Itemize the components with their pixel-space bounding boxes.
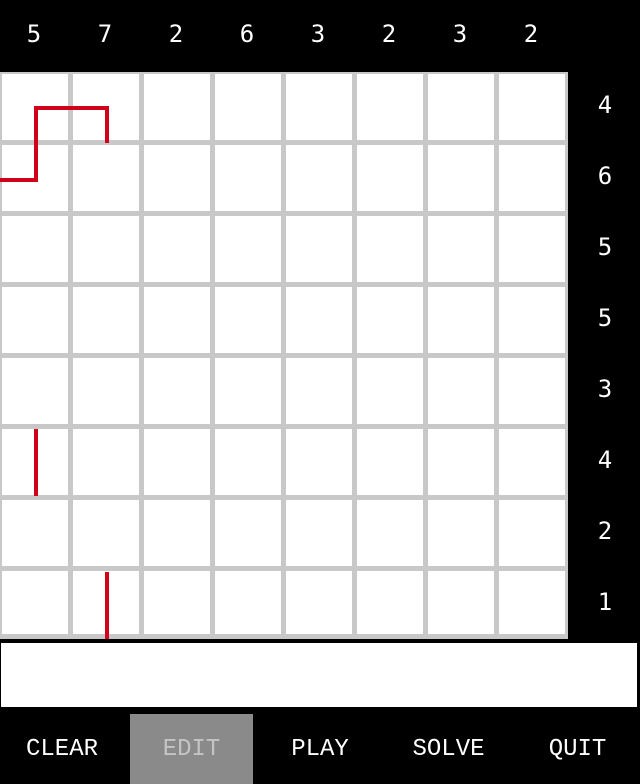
- grid-cell-r3-c2[interactable]: [73, 216, 139, 282]
- row-clue-8: 1: [572, 570, 638, 634]
- grid-cell-r8-c6[interactable]: [357, 571, 423, 634]
- grid-cell-r3-c7[interactable]: [428, 216, 494, 282]
- grid-cell-r1-c3[interactable]: [144, 74, 210, 140]
- corner-block: [568, 0, 640, 72]
- grid-cell-r7-c1[interactable]: [2, 500, 68, 566]
- grid-cell-r3-c5[interactable]: [286, 216, 352, 282]
- grid-cell-r5-c2[interactable]: [73, 358, 139, 424]
- puzzle-board: [0, 72, 568, 639]
- grid-cell-r4-c1[interactable]: [2, 287, 68, 353]
- grid-cell-r5-c3[interactable]: [144, 358, 210, 424]
- grid-cell-r6-c7[interactable]: [428, 429, 494, 495]
- grid-cell-r5-c4[interactable]: [215, 358, 281, 424]
- clear-button[interactable]: CLEAR: [0, 714, 124, 784]
- grid-cell-r8-c3[interactable]: [144, 571, 210, 634]
- grid-cell-r4-c8[interactable]: [499, 287, 565, 353]
- grid-cell-r5-c5[interactable]: [286, 358, 352, 424]
- grid-cell-r8-c7[interactable]: [428, 571, 494, 634]
- row-clue-6: 4: [572, 428, 638, 492]
- grid-cell-r1-c5[interactable]: [286, 74, 352, 140]
- grid-cell-r2-c4[interactable]: [215, 145, 281, 211]
- grid-cell-r2-c3[interactable]: [144, 145, 210, 211]
- grid-cell-r4-c7[interactable]: [428, 287, 494, 353]
- grid-cell-r7-c3[interactable]: [144, 500, 210, 566]
- grid-cell-r5-c8[interactable]: [499, 358, 565, 424]
- column-clue-8: 2: [497, 2, 565, 66]
- column-clue-6: 2: [355, 2, 423, 66]
- grid-cell-r7-c2[interactable]: [73, 500, 139, 566]
- grid-cell-r3-c4[interactable]: [215, 216, 281, 282]
- grid-cell-r7-c6[interactable]: [357, 500, 423, 566]
- grid-cell-r7-c4[interactable]: [215, 500, 281, 566]
- grid-cell-r7-c5[interactable]: [286, 500, 352, 566]
- row-clue-5: 3: [572, 357, 638, 421]
- row-clue-2: 6: [572, 144, 638, 208]
- grid-cell-r8-c5[interactable]: [286, 571, 352, 634]
- grid-cell-r8-c8[interactable]: [499, 571, 565, 634]
- grid-cell-r3-c1[interactable]: [2, 216, 68, 282]
- row-clue-4: 5: [572, 286, 638, 350]
- grid-cell-r2-c1[interactable]: [2, 145, 68, 211]
- grid-cell-r7-c7[interactable]: [428, 500, 494, 566]
- grid-cell-r6-c8[interactable]: [499, 429, 565, 495]
- grid-cell-r5-c1[interactable]: [2, 358, 68, 424]
- grid-cell-r8-c2[interactable]: [73, 571, 139, 634]
- column-clue-7: 3: [426, 2, 494, 66]
- status-bar: [0, 642, 638, 708]
- grid-cell-r5-c6[interactable]: [357, 358, 423, 424]
- grid-cell-r4-c3[interactable]: [144, 287, 210, 353]
- grid-cell-r3-c8[interactable]: [499, 216, 565, 282]
- grid-cell-r3-c3[interactable]: [144, 216, 210, 282]
- column-clue-2: 7: [71, 2, 139, 66]
- row-clue-7: 2: [572, 499, 638, 563]
- grid-cell-r8-c4[interactable]: [215, 571, 281, 634]
- grid-cell-r8-c1[interactable]: [2, 571, 68, 634]
- grid-cell-r4-c5[interactable]: [286, 287, 352, 353]
- grid-cell-r1-c1[interactable]: [2, 74, 68, 140]
- grid-cell-r2-c8[interactable]: [499, 145, 565, 211]
- column-clue-5: 3: [284, 2, 352, 66]
- column-clue-3: 2: [142, 2, 210, 66]
- grid-cell-r2-c6[interactable]: [357, 145, 423, 211]
- grid-cell-r6-c3[interactable]: [144, 429, 210, 495]
- grid-cell-r1-c2[interactable]: [73, 74, 139, 140]
- row-clue-3: 5: [572, 215, 638, 279]
- grid-cell-r6-c6[interactable]: [357, 429, 423, 495]
- grid-cell-r6-c4[interactable]: [215, 429, 281, 495]
- quit-button[interactable]: QUIT: [515, 714, 640, 784]
- grid-cell-r1-c8[interactable]: [499, 74, 565, 140]
- grid-cell-r5-c7[interactable]: [428, 358, 494, 424]
- grid-cell-r4-c4[interactable]: [215, 287, 281, 353]
- column-clue-1: 5: [0, 2, 68, 66]
- edit-button: EDIT: [130, 714, 253, 784]
- grid-cell-r2-c7[interactable]: [428, 145, 494, 211]
- column-clue-4: 6: [213, 2, 281, 66]
- grid-cell-r1-c7[interactable]: [428, 74, 494, 140]
- grid-cell-r2-c2[interactable]: [73, 145, 139, 211]
- row-clue-1: 4: [572, 73, 638, 137]
- grid-cell-r1-c6[interactable]: [357, 74, 423, 140]
- grid-cell-r6-c1[interactable]: [2, 429, 68, 495]
- grid-cell-r6-c2[interactable]: [73, 429, 139, 495]
- grid-cell-r3-c6[interactable]: [357, 216, 423, 282]
- grid-cell-r4-c6[interactable]: [357, 287, 423, 353]
- grid-cell-r6-c5[interactable]: [286, 429, 352, 495]
- grid-cell-r2-c5[interactable]: [286, 145, 352, 211]
- play-button[interactable]: PLAY: [258, 714, 382, 784]
- solve-button[interactable]: SOLVE: [387, 714, 510, 784]
- grid-cell-r7-c8[interactable]: [499, 500, 565, 566]
- grid-cell-r1-c4[interactable]: [215, 74, 281, 140]
- grid-cell-r4-c2[interactable]: [73, 287, 139, 353]
